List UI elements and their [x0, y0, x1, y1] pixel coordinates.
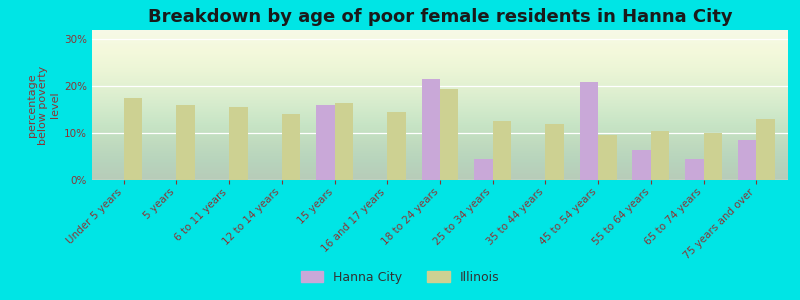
Bar: [422, 79, 440, 180]
Bar: [633, 149, 651, 180]
Bar: [493, 122, 511, 180]
Bar: [440, 88, 458, 180]
Bar: [316, 105, 334, 180]
Bar: [474, 159, 493, 180]
Bar: [651, 131, 670, 180]
Bar: [756, 119, 775, 180]
Bar: [282, 114, 300, 180]
Bar: [580, 82, 598, 180]
Title: Breakdown by age of poor female residents in Hanna City: Breakdown by age of poor female resident…: [148, 8, 732, 26]
Bar: [387, 112, 406, 180]
Bar: [229, 107, 247, 180]
Bar: [685, 159, 704, 180]
Bar: [704, 133, 722, 180]
Bar: [546, 124, 564, 180]
Bar: [124, 98, 142, 180]
Bar: [176, 105, 195, 180]
Y-axis label: percentage
below poverty
level: percentage below poverty level: [26, 65, 60, 145]
Bar: [598, 136, 617, 180]
Bar: [334, 103, 353, 180]
Legend: Hanna City, Illinois: Hanna City, Illinois: [297, 267, 503, 288]
Bar: [738, 140, 756, 180]
